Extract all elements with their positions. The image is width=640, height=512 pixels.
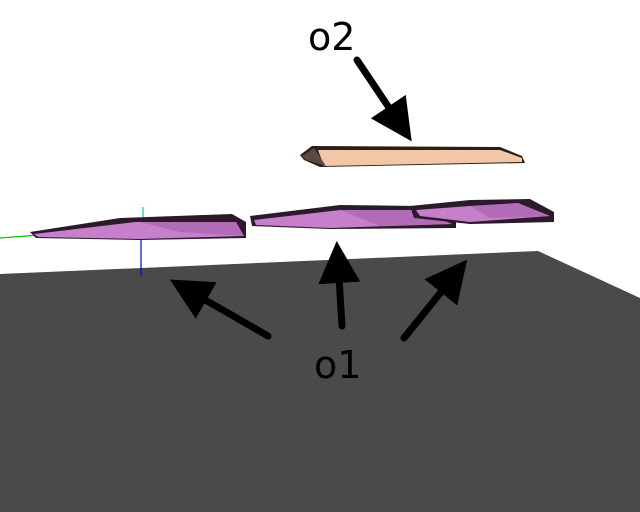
object-o1-right [410, 199, 554, 224]
axis-x-line [0, 234, 41, 239]
object-o2 [300, 146, 525, 167]
label-o1: o1 [314, 343, 362, 387]
ground-plane [0, 251, 640, 512]
arrow-o1-left [169, 279, 272, 340]
arrow-o1-middle [318, 241, 361, 330]
object-o1-left [30, 214, 246, 240]
arrow-o1-right [400, 259, 468, 342]
label-o2: o2 [308, 15, 356, 59]
arrow-o2 [353, 56, 412, 142]
